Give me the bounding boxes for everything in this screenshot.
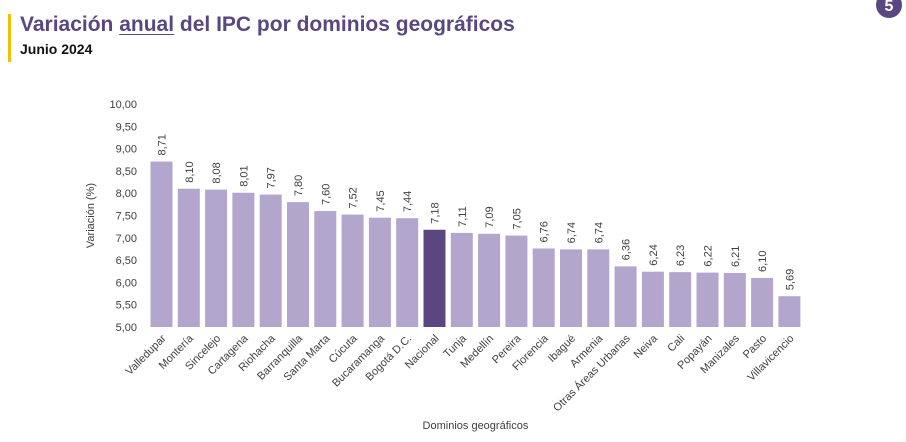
data-label: 6,36	[621, 239, 633, 260]
data-label: 8,71	[157, 134, 169, 155]
data-label: 7,45	[375, 190, 387, 211]
bar	[723, 273, 746, 327]
bar	[505, 235, 528, 327]
bar	[532, 248, 555, 327]
bar	[587, 249, 610, 327]
y-tick-label: 6,00	[116, 277, 137, 289]
data-label: 6,74	[566, 222, 578, 243]
bar	[341, 214, 364, 327]
y-tick-label: 9,50	[116, 121, 137, 133]
data-label: 6,74	[593, 222, 605, 243]
data-label: 7,11	[457, 206, 469, 227]
y-tick-label: 10,00	[109, 99, 137, 111]
bar	[751, 277, 774, 327]
data-label: 7,60	[320, 184, 332, 205]
data-label: 7,44	[402, 191, 414, 212]
data-label: 6,21	[730, 246, 742, 267]
bar	[259, 194, 282, 327]
data-label: 8,10	[184, 161, 196, 182]
data-label: 7,09	[484, 206, 496, 227]
bar	[232, 192, 255, 327]
data-label: 7,80	[293, 175, 305, 196]
bar	[205, 189, 228, 327]
y-tick-label: 9,00	[116, 144, 137, 156]
title-underlined-word: anual	[119, 13, 175, 36]
title-part-1: Variación	[20, 13, 120, 36]
data-label: 6,22	[703, 245, 715, 266]
data-label: 8,01	[238, 165, 250, 186]
bar	[177, 188, 200, 327]
data-label: 7,97	[266, 167, 278, 188]
data-label: 8,08	[211, 162, 223, 183]
chart-title: Variación anual del IPC por dominios geo…	[20, 13, 515, 37]
y-tick-label: 5,50	[116, 300, 137, 312]
bar	[560, 249, 582, 327]
bar	[287, 202, 309, 327]
data-label: 7,52	[348, 187, 360, 208]
bar	[478, 233, 501, 327]
x-tick-label: Neiva	[632, 332, 661, 361]
bar	[696, 272, 719, 327]
y-axis-title: Variación (%)	[85, 183, 97, 248]
chart-subtitle: Junio 2024	[20, 41, 93, 57]
bar	[314, 211, 337, 327]
y-tick-label: 8,50	[116, 166, 137, 178]
data-label: 7,18	[430, 202, 442, 223]
bar	[150, 161, 173, 327]
y-tick-label: 7,50	[116, 211, 137, 223]
bar	[450, 232, 473, 327]
bar	[641, 271, 664, 327]
y-tick-label: 8,00	[116, 188, 137, 200]
data-label: 6,24	[648, 244, 660, 265]
y-tick-label: 6,50	[116, 255, 137, 267]
y-tick-label: 7,00	[116, 233, 137, 245]
data-label: 7,05	[511, 208, 523, 229]
logo-icon: 5	[876, 0, 902, 18]
bar	[669, 272, 692, 327]
y-tick-label: 5,00	[116, 322, 137, 334]
bar	[614, 266, 637, 327]
data-label: 6,76	[539, 221, 551, 242]
title-part-2: del IPC por dominios geográficos	[174, 13, 515, 36]
x-axis-title: Dominios geográficos	[423, 420, 529, 432]
data-label: 5,69	[784, 269, 796, 290]
x-tick-label: Cali	[665, 333, 687, 355]
x-tick-label: Valledupar	[124, 332, 169, 377]
bar	[778, 296, 801, 327]
bar	[368, 217, 391, 327]
bar	[396, 218, 419, 327]
data-label: 6,23	[675, 245, 687, 266]
bar	[423, 229, 446, 327]
data-label: 6,10	[757, 251, 769, 272]
accent-bar	[8, 14, 11, 62]
